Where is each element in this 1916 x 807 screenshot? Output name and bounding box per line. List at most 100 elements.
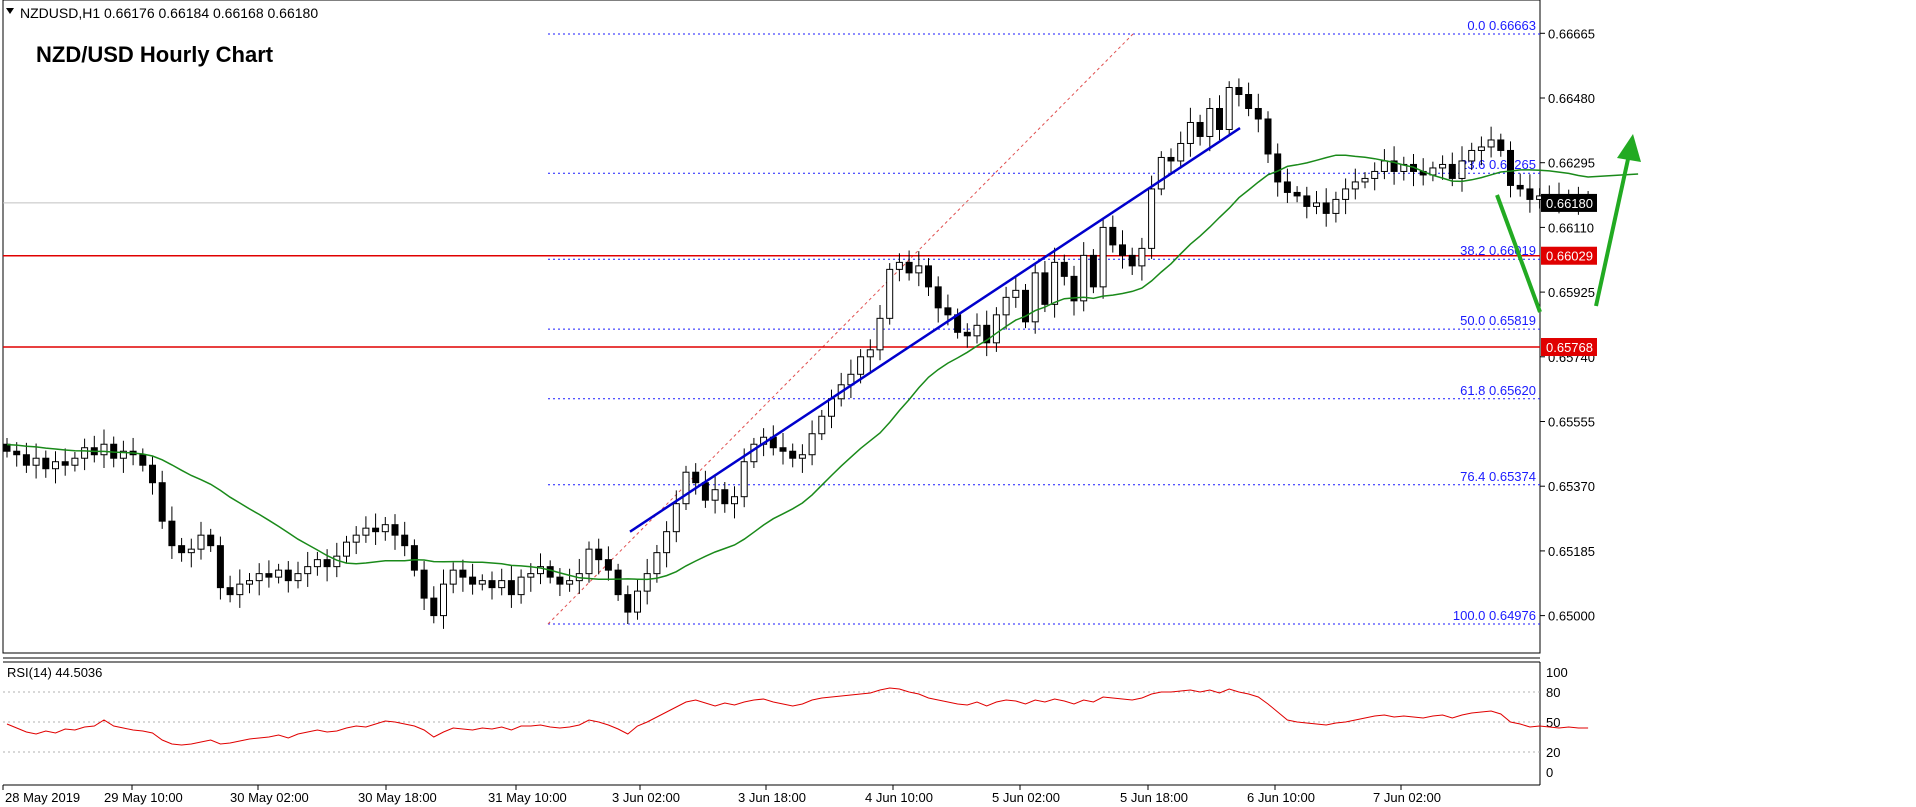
ma-line xyxy=(6,154,1639,581)
candle-body xyxy=(1322,202,1330,214)
candle-body xyxy=(905,261,913,274)
collapse-triangle-icon[interactable] xyxy=(6,8,14,14)
candle-body xyxy=(1516,184,1524,190)
y-tick-label: 0.65185 xyxy=(1548,544,1595,559)
direction-arrows xyxy=(1495,134,1641,313)
fib-level-label: 0.0 0.66663 xyxy=(1467,18,1536,33)
candle-body xyxy=(721,489,729,505)
candle-body xyxy=(236,583,244,596)
candle-body xyxy=(1293,191,1301,197)
candle-body xyxy=(963,331,971,337)
candle-body xyxy=(1313,202,1320,207)
y-tick-label: 0.66295 xyxy=(1548,156,1595,171)
candle-body xyxy=(1128,254,1136,267)
candle-body xyxy=(488,580,496,589)
candle-body xyxy=(1089,254,1097,288)
candle-body xyxy=(1041,272,1049,305)
candle-body xyxy=(1274,153,1282,183)
candle-body xyxy=(701,482,709,501)
candle-body xyxy=(1361,177,1369,183)
candle-body xyxy=(81,447,89,459)
price-tag-box xyxy=(1541,246,1597,265)
candle-body xyxy=(517,576,525,596)
candle-body xyxy=(178,545,186,554)
x-tick-label: 30 May 18:00 xyxy=(358,790,437,805)
candle-body xyxy=(925,265,932,288)
candle-body xyxy=(895,261,903,270)
candle-body xyxy=(711,489,719,501)
candle-body xyxy=(1167,156,1175,162)
candle-body xyxy=(1351,181,1359,190)
moving-average xyxy=(6,154,1639,581)
up-arrow-shaft xyxy=(1594,149,1632,307)
candle-body xyxy=(1468,149,1476,162)
candle-body xyxy=(1060,261,1068,277)
x-tick-label: 31 May 10:00 xyxy=(488,790,567,805)
candle-body xyxy=(1448,163,1456,179)
candle-body xyxy=(459,569,467,578)
chart-title: NZD/USD Hourly Chart xyxy=(36,42,274,67)
candle-body xyxy=(430,597,438,617)
price-tag-box xyxy=(1541,193,1597,212)
candle-body xyxy=(1254,107,1262,120)
candle-body xyxy=(71,457,79,466)
candle-body xyxy=(275,569,283,578)
candle-body xyxy=(284,569,292,582)
fib-channel xyxy=(547,33,1134,625)
candle-body xyxy=(13,450,21,456)
candle-body xyxy=(672,503,680,533)
candle-body xyxy=(246,580,253,585)
candle-body xyxy=(1380,160,1388,172)
fib-level-label: 23.6 0.66265 xyxy=(1460,157,1536,172)
candle-body xyxy=(1022,289,1029,323)
fib-level-label: 61.8 0.65620 xyxy=(1460,383,1536,398)
x-tick-label: 7 Jun 02:00 xyxy=(1373,790,1441,805)
candle-body xyxy=(1109,226,1117,246)
candle-body xyxy=(1332,198,1340,214)
candle-body xyxy=(1196,121,1204,137)
candle-body xyxy=(527,573,535,578)
candle-body xyxy=(624,594,632,613)
rsi-axis-label: 20 xyxy=(1546,745,1560,760)
candle-body xyxy=(255,573,263,582)
candle-body xyxy=(789,450,797,459)
candle-body xyxy=(304,566,312,575)
candle-body xyxy=(585,548,593,575)
y-tick-label: 0.65555 xyxy=(1548,415,1595,430)
x-tick-label: 3 Jun 18:00 xyxy=(738,790,806,805)
candle-body xyxy=(197,534,205,550)
candle-body xyxy=(876,317,884,351)
candle-body xyxy=(119,450,127,459)
x-tick-label: 28 May 2019 xyxy=(5,790,80,805)
candle-body xyxy=(1439,163,1447,169)
candle-body xyxy=(886,268,894,319)
candle-body xyxy=(1177,142,1185,162)
y-tick-label: 0.65925 xyxy=(1548,285,1595,300)
up-arrow-head-icon xyxy=(1617,134,1641,162)
candle-body xyxy=(1119,244,1126,256)
candle-body xyxy=(595,548,603,561)
x-tick-label: 5 Jun 18:00 xyxy=(1120,790,1188,805)
candle-body xyxy=(22,454,30,466)
y-tick-label: 0.66110 xyxy=(1548,220,1594,235)
candlesticks xyxy=(3,78,1592,629)
symbol-info: NZDUSD,H1 0.66176 0.66184 0.66168 0.6618… xyxy=(20,5,318,21)
candle-body xyxy=(682,471,690,505)
candle-body xyxy=(1477,146,1485,151)
candle-body xyxy=(372,527,380,533)
candle-body xyxy=(1206,107,1214,137)
candle-body xyxy=(226,587,234,596)
candle-body xyxy=(420,569,428,599)
candle-body xyxy=(323,559,331,568)
candle-body xyxy=(1264,118,1272,155)
candle-body xyxy=(381,524,389,533)
candle-body xyxy=(604,559,612,571)
candle-body xyxy=(643,573,651,592)
ascending-trendline xyxy=(629,127,1241,533)
candle-body xyxy=(187,548,195,554)
candle-body xyxy=(546,566,554,578)
fib-level-label: 76.4 0.65374 xyxy=(1460,469,1536,484)
candle-body xyxy=(1216,107,1223,130)
x-tick-label: 29 May 10:00 xyxy=(104,790,183,805)
